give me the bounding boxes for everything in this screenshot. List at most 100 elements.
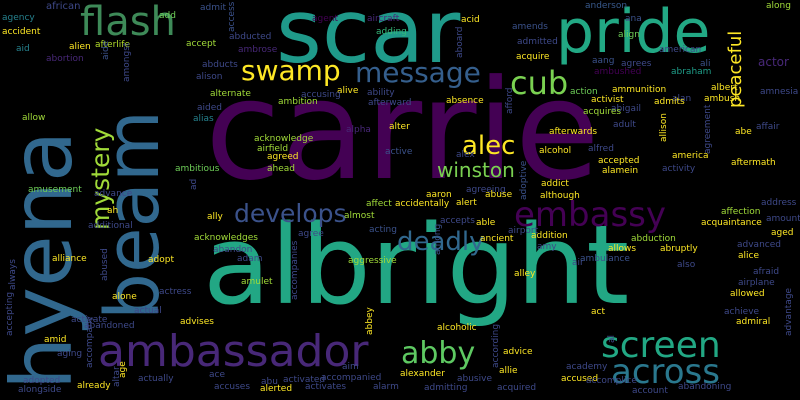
word-accused: accused: [561, 374, 599, 384]
word-adult: adult: [613, 120, 636, 130]
word-accompanied: accompanied: [321, 373, 382, 383]
word-alice: alice: [738, 251, 760, 261]
word-america: america: [672, 151, 709, 161]
word-abraham: abraham: [671, 67, 712, 77]
word-accuses: accuses: [214, 382, 251, 392]
word-alcohol: alcohol: [539, 146, 572, 156]
word-additional: additional: [88, 221, 133, 231]
word-affair: affair: [756, 122, 780, 132]
word-allie: allie: [499, 366, 518, 376]
word-deadly: deadly: [397, 227, 485, 257]
word-accompany: accompany: [85, 316, 95, 368]
word-african: african: [46, 1, 81, 12]
word-winston: winston: [437, 158, 515, 182]
word-abusive: abusive: [457, 374, 492, 384]
word-aggressive: aggressive: [348, 256, 397, 266]
word-ahead: ahead: [267, 164, 295, 174]
word-alamein: alamein: [602, 166, 639, 176]
word-alongside: alongside: [18, 385, 62, 395]
word-agree: agree: [298, 229, 324, 239]
word-alias: alias: [193, 114, 214, 124]
word-already: already: [77, 381, 111, 391]
word-accompanies: accompanies: [290, 240, 300, 300]
word-alternate: alternate: [210, 89, 251, 99]
word-ad: ad: [189, 178, 199, 190]
word-abducts: abducts: [202, 60, 238, 70]
word-aaron: aaron: [426, 190, 452, 200]
word-admits: admits: [654, 97, 685, 107]
word-accepted: accepted: [598, 156, 640, 166]
word-allowed: allowed: [730, 289, 765, 299]
word-pride: pride: [556, 0, 711, 67]
word-abandoned: abandoned: [84, 321, 135, 331]
word-ana: ana: [625, 14, 642, 24]
word-adoptive: adoptive: [519, 160, 529, 200]
word-abigail: abigail: [611, 104, 641, 114]
word-ah: ah: [107, 206, 119, 216]
word-abuse: abuse: [485, 190, 513, 200]
word-allow: allow: [22, 113, 46, 123]
word-alpha: alpha: [346, 125, 371, 135]
word-ability: ability: [367, 88, 395, 98]
word-also: also: [677, 260, 696, 270]
word-develops: develops: [234, 199, 347, 228]
word-amount: amount: [766, 214, 800, 224]
word-alarm: alarm: [373, 382, 399, 392]
word-adopt: adopt: [148, 255, 174, 265]
word-flash: flash: [80, 0, 176, 45]
word-along: along: [766, 1, 791, 11]
word-abruptly: abruptly: [660, 244, 698, 254]
word-acquire: acquire: [516, 52, 550, 62]
word-amongst: amongst: [122, 42, 132, 82]
word-abortion: abortion: [46, 54, 84, 64]
word-ambassador: ambassador: [98, 326, 369, 377]
word-anderson: anderson: [585, 1, 628, 11]
word-activated: activated: [283, 375, 326, 385]
word-ammunition: ammunition: [612, 85, 667, 95]
word-ambitious: ambitious: [175, 164, 220, 174]
word-afterwards: afterwards: [549, 127, 598, 137]
word-acid: acid: [461, 15, 480, 25]
word-admiral: admiral: [736, 317, 771, 327]
word-agency: agency: [2, 13, 35, 23]
word-accomplice: accomplice: [586, 376, 637, 386]
word-aged: aged: [771, 228, 794, 238]
word-air: air: [572, 258, 584, 268]
word-ambush: ambush: [704, 94, 741, 104]
word-adding: adding: [376, 27, 407, 37]
word-altar: altar: [112, 366, 122, 387]
word-cub: cub: [510, 64, 569, 102]
word-activity: activity: [662, 164, 696, 174]
word-adam: adam: [237, 254, 263, 264]
word-allison: allison: [659, 113, 669, 142]
word-actor: actor: [758, 55, 789, 69]
word-abby: abby: [401, 336, 476, 371]
word-alec: alec: [462, 131, 516, 161]
word-abused: abused: [100, 248, 110, 281]
word-albert: albert: [711, 83, 738, 93]
word-acting: acting: [369, 225, 397, 235]
word-acknowledge: acknowledge: [254, 134, 314, 144]
word-actress: actress: [159, 287, 192, 297]
word-afterlife: afterlife: [95, 40, 130, 50]
word-advance: advance: [94, 189, 133, 199]
word-accept: accept: [186, 39, 217, 49]
word-alive: alive: [337, 86, 359, 96]
word-afterward: afterward: [368, 98, 412, 108]
word-abducted: abducted: [229, 32, 272, 42]
word-advanced: advanced: [737, 240, 781, 250]
word-alex: alex: [456, 150, 475, 160]
word-act: act: [591, 307, 605, 317]
word-advantage: advantage: [784, 287, 794, 336]
word-aging: aging: [57, 349, 83, 359]
word-addition: addition: [531, 231, 568, 241]
word-accusing: accusing: [301, 90, 341, 100]
word-scar: scar: [276, 0, 461, 83]
word-according: according: [491, 323, 501, 368]
word-abandon: abandon: [213, 245, 253, 255]
word-aircraft: aircraft: [367, 14, 400, 24]
word-agrees: agrees: [621, 59, 652, 69]
word-alison: alison: [196, 72, 223, 82]
word-acquaintance: acquaintance: [701, 218, 762, 228]
word-agreed: agreed: [267, 152, 299, 162]
